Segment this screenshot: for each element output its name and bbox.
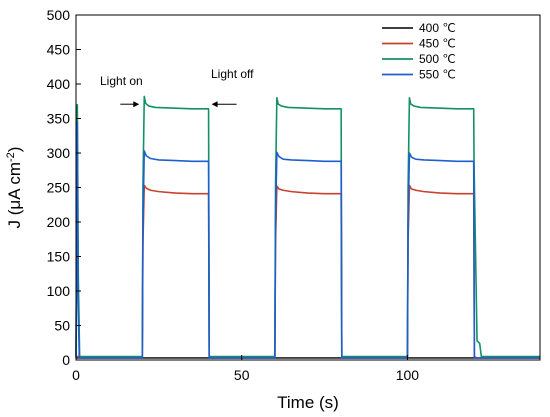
y-tick-label: 50 <box>54 318 70 334</box>
y-tick-label: 150 <box>47 249 71 265</box>
y-tick-label: 500 <box>47 7 71 23</box>
arrow-light-off-head <box>211 101 218 108</box>
x-tick-label: 100 <box>396 367 420 383</box>
x-tick-label: 50 <box>234 367 250 383</box>
y-tick-label: 0 <box>62 352 70 368</box>
annotation-light-off: Light off <box>211 67 254 81</box>
y-tick-label: 400 <box>47 76 71 92</box>
legend-label: 450 ℃ <box>419 37 456 51</box>
legend-label: 400 ℃ <box>419 21 456 35</box>
series-line-550 <box>75 121 540 359</box>
legend-label: 500 ℃ <box>419 52 456 66</box>
annotation-light-on: Light on <box>100 74 143 88</box>
y-axis-title-main: J (μA cm <box>5 162 24 228</box>
y-tick-label: 350 <box>47 111 71 127</box>
annotation-layer: Light on Light off <box>100 67 254 108</box>
series-layer <box>75 95 540 359</box>
arrow-light-on-head <box>133 101 140 108</box>
legend-label: 550 ℃ <box>419 68 456 82</box>
y-axis-title-sup: -2 <box>5 152 17 162</box>
series-line-450 <box>76 184 540 359</box>
series-line-500 <box>75 95 540 358</box>
y-axis-title: J (μA cm-2) <box>5 147 24 229</box>
x-tick-label: 0 <box>72 367 80 383</box>
y-tick-label: 250 <box>47 180 71 196</box>
y-tick-label: 100 <box>47 283 71 299</box>
y-tick-label: 300 <box>47 145 71 161</box>
y-tick-label: 450 <box>47 42 71 58</box>
y-tick-label: 200 <box>47 214 71 230</box>
tick-layer: 0 50 100 150 200 250 300 350 400 450 500 0 50 100 <box>47 7 420 383</box>
y-axis-title-close: ) <box>5 147 24 153</box>
x-axis-title: Time (s) <box>277 393 339 412</box>
